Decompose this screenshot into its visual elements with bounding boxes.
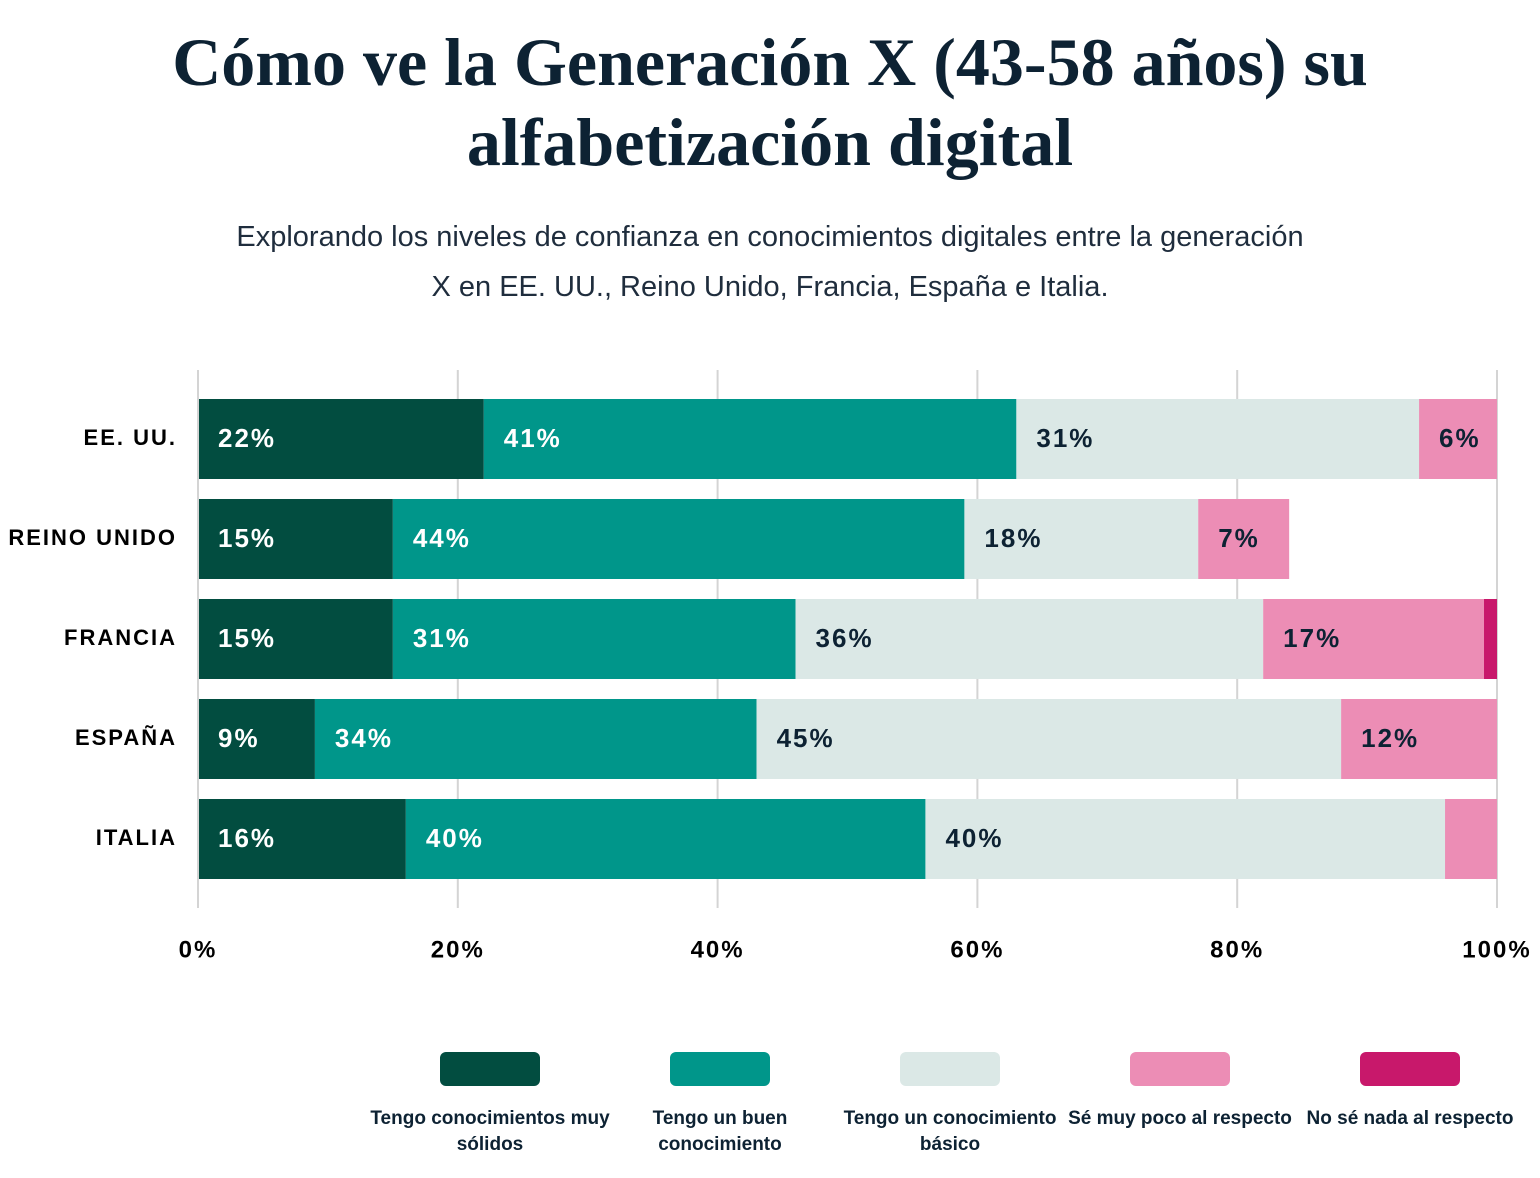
data-label: 12% <box>1361 723 1419 753</box>
y-tick-label: ITALIA <box>96 825 177 850</box>
legend-label: Tengo conocimientos muy sólidos <box>370 1108 610 1155</box>
bar-segment <box>795 599 1264 679</box>
bar-segment <box>198 399 484 479</box>
legend-label: Tengo un conocimiento básico <box>843 1108 1057 1155</box>
x-tick-label: 100% <box>1462 936 1531 963</box>
legend-item: No sé nada al respecto <box>1290 1052 1530 1132</box>
bar-segment <box>1484 599 1497 679</box>
data-label: 41% <box>504 423 562 453</box>
data-label: 40% <box>945 823 1003 853</box>
bar-segment <box>1341 699 1497 779</box>
bar-segment <box>198 699 315 779</box>
bar-segment <box>1198 499 1290 579</box>
legend-item: Tengo conocimientos muy sólidos <box>370 1052 610 1158</box>
legend-item: Tengo un conocimiento básico <box>830 1052 1070 1158</box>
bar-segment <box>198 499 393 579</box>
data-label: 36% <box>816 623 874 653</box>
data-label: 9% <box>218 723 260 753</box>
bar-segment <box>1016 399 1420 479</box>
chart-subtitle: Explorando los niveles de confianza en c… <box>236 221 1304 303</box>
legend-swatch <box>1130 1052 1230 1086</box>
legend-item: Tengo un buen conocimiento <box>600 1052 840 1158</box>
data-label: 44% <box>413 523 471 553</box>
legend-swatch <box>440 1052 540 1086</box>
data-label: 15% <box>218 623 276 653</box>
data-label: 22% <box>218 423 276 453</box>
data-label: 34% <box>335 723 393 753</box>
legend-label: No sé nada al respecto <box>1306 1108 1514 1129</box>
bar-segment <box>1445 799 1497 879</box>
data-label: 31% <box>413 623 471 653</box>
y-tick-label: REINO UNIDO <box>8 525 177 550</box>
data-label: 18% <box>984 523 1042 553</box>
legend-swatch <box>670 1052 770 1086</box>
bar-segment <box>483 399 1017 479</box>
y-tick-label: EE. UU. <box>84 425 177 450</box>
bar-segment <box>964 499 1199 579</box>
bar-segment <box>1263 599 1485 679</box>
x-tick-label: 40% <box>691 936 745 963</box>
y-tick-label: FRANCIA <box>64 625 177 650</box>
bar-segment <box>198 599 393 679</box>
bar-segment <box>314 699 757 779</box>
x-tick-label: 80% <box>1210 936 1264 963</box>
data-label: 45% <box>777 723 835 753</box>
bar-segment <box>392 599 796 679</box>
data-label: 40% <box>426 823 484 853</box>
bar-segment <box>925 799 1446 879</box>
legend-item: Sé muy poco al respecto <box>1060 1052 1300 1132</box>
bar-segment <box>756 699 1342 779</box>
x-tick-label: 20% <box>431 936 485 963</box>
data-label: 16% <box>218 823 276 853</box>
bar-segment <box>198 799 406 879</box>
bar-segment <box>405 799 926 879</box>
legend-label: Tengo un buen conocimiento <box>652 1108 788 1155</box>
x-tick-label: 60% <box>950 936 1004 963</box>
legend-swatch <box>900 1052 1000 1086</box>
y-tick-label: ESPAÑA <box>75 725 177 750</box>
bar-segment <box>1419 399 1497 479</box>
bar-segment <box>392 499 965 579</box>
data-label: 17% <box>1283 623 1341 653</box>
data-label: 15% <box>218 523 276 553</box>
data-label: 31% <box>1036 423 1094 453</box>
legend-swatch <box>1360 1052 1460 1086</box>
x-tick-label: 0% <box>179 936 218 963</box>
data-label: 6% <box>1439 423 1481 453</box>
legend-label: Sé muy poco al respecto <box>1068 1108 1292 1129</box>
data-label: 7% <box>1218 523 1260 553</box>
chart-title: Cómo ve la Generación X (43-58 años) su … <box>172 24 1368 180</box>
